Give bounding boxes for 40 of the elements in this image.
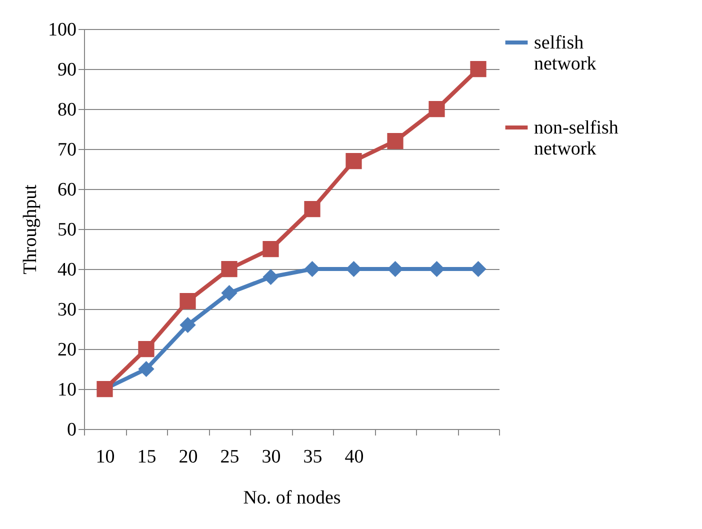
legend-label: non-selfish network bbox=[534, 118, 619, 160]
y-axis-title: Throughput bbox=[20, 184, 41, 274]
point bbox=[346, 260, 362, 278]
point bbox=[387, 132, 404, 150]
x-tick-label: 15 bbox=[137, 446, 156, 468]
y-tick-label: 60 bbox=[58, 180, 76, 200]
point bbox=[262, 240, 279, 258]
point bbox=[387, 260, 404, 278]
point bbox=[346, 152, 362, 170]
y-tick-label: 0 bbox=[67, 420, 76, 440]
y-tick-label: 40 bbox=[58, 260, 76, 280]
y-tick-label: 80 bbox=[58, 100, 76, 120]
x-tick-label: 40 bbox=[344, 446, 364, 468]
point bbox=[180, 292, 196, 310]
y-tick-label: 50 bbox=[58, 220, 76, 240]
x-tick-label: 20 bbox=[178, 446, 198, 468]
point bbox=[470, 60, 486, 78]
point bbox=[428, 260, 445, 278]
x-tick-label: 25 bbox=[220, 446, 240, 468]
y-tick-label: 70 bbox=[58, 140, 76, 160]
point bbox=[180, 316, 196, 334]
point bbox=[470, 260, 486, 278]
point bbox=[138, 360, 154, 378]
point bbox=[304, 260, 320, 278]
y-tick-label: 90 bbox=[58, 60, 76, 80]
y-tick-label: 10 bbox=[58, 380, 76, 400]
point bbox=[428, 100, 445, 118]
point bbox=[221, 260, 238, 278]
y-tick-label: 100 bbox=[48, 20, 76, 40]
x-tick-label: 10 bbox=[96, 446, 115, 468]
point bbox=[262, 268, 279, 286]
point bbox=[138, 340, 154, 358]
x-axis-title: No. of nodes bbox=[243, 488, 341, 508]
x-tick-label: 30 bbox=[262, 446, 281, 468]
y-tick-label: 20 bbox=[58, 340, 76, 360]
y-tick-label: 30 bbox=[58, 300, 76, 320]
point bbox=[221, 284, 238, 302]
legend-label: selfish network bbox=[534, 32, 597, 74]
x-tick-label: 35 bbox=[303, 446, 322, 468]
point bbox=[304, 200, 320, 218]
